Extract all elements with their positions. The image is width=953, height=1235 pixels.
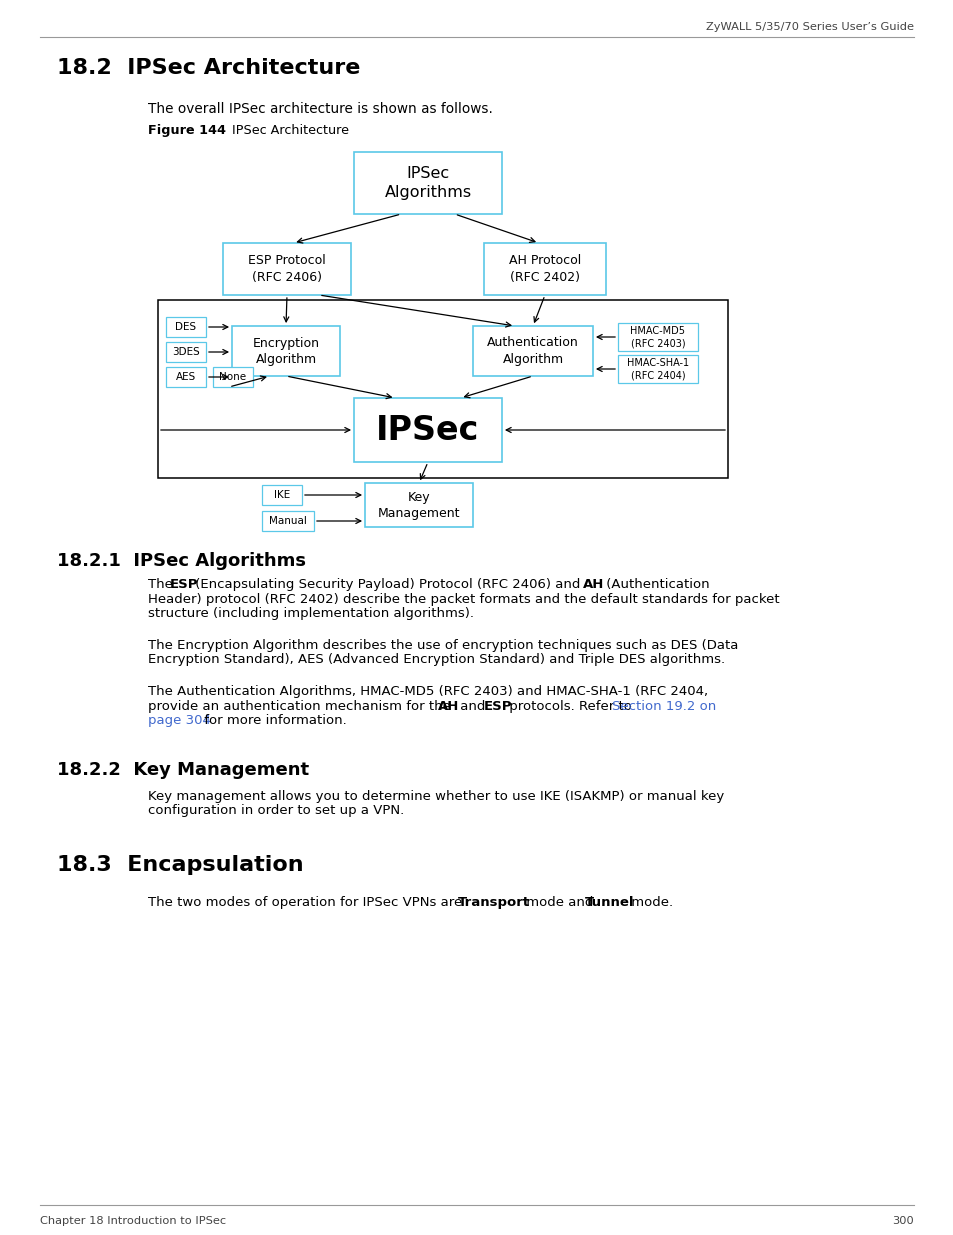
Text: Figure 144: Figure 144	[148, 124, 226, 137]
Text: AH: AH	[582, 578, 604, 592]
FancyBboxPatch shape	[354, 398, 501, 462]
Text: HMAC-MD5
(RFC 2403): HMAC-MD5 (RFC 2403)	[630, 326, 685, 348]
Text: 18.2.2  Key Management: 18.2.2 Key Management	[57, 761, 309, 779]
Text: AH: AH	[437, 700, 459, 713]
Text: (Authentication: (Authentication	[601, 578, 709, 592]
Text: ESP: ESP	[170, 578, 198, 592]
Text: Key management allows you to determine whether to use IKE (ISAKMP) or manual key: Key management allows you to determine w…	[148, 789, 723, 803]
Text: The Encryption Algorithm describes the use of encryption techniques such as DES : The Encryption Algorithm describes the u…	[148, 638, 738, 652]
Text: The two modes of operation for IPSec VPNs are: The two modes of operation for IPSec VPN…	[148, 895, 466, 909]
Text: The overall IPSec architecture is shown as follows.: The overall IPSec architecture is shown …	[148, 103, 493, 116]
Text: The Authentication Algorithms, HMAC-MD5 (RFC 2403) and HMAC-SHA-1 (RFC 2404,: The Authentication Algorithms, HMAC-MD5 …	[148, 685, 707, 698]
Text: IPSec: IPSec	[375, 414, 479, 447]
Text: and: and	[456, 700, 489, 713]
FancyBboxPatch shape	[166, 317, 206, 337]
Text: Encryption
Algorithm: Encryption Algorithm	[253, 336, 319, 366]
Text: page 304: page 304	[148, 714, 211, 727]
FancyBboxPatch shape	[166, 342, 206, 362]
Text: Header) protocol (RFC 2402) describe the packet formats and the default standard: Header) protocol (RFC 2402) describe the…	[148, 593, 779, 605]
Text: HMAC-SHA-1
(RFC 2404): HMAC-SHA-1 (RFC 2404)	[626, 358, 688, 380]
FancyBboxPatch shape	[365, 483, 473, 527]
Text: Manual: Manual	[269, 516, 307, 526]
FancyBboxPatch shape	[166, 367, 206, 387]
Text: ESP Protocol
(RFC 2406): ESP Protocol (RFC 2406)	[248, 254, 326, 284]
Text: Section 19.2 on: Section 19.2 on	[612, 700, 716, 713]
Text: 18.3  Encapsulation: 18.3 Encapsulation	[57, 855, 303, 874]
Text: IPSec
Algorithms: IPSec Algorithms	[384, 167, 471, 200]
FancyBboxPatch shape	[262, 485, 302, 505]
FancyBboxPatch shape	[223, 243, 351, 295]
Text: AH Protocol
(RFC 2402): AH Protocol (RFC 2402)	[508, 254, 580, 284]
Text: (Encapsulating Security Payload) Protocol (RFC 2406) and: (Encapsulating Security Payload) Protoco…	[191, 578, 584, 592]
Text: Authentication
Algorithm: Authentication Algorithm	[487, 336, 578, 366]
Text: ZyWALL 5/35/70 Series User’s Guide: ZyWALL 5/35/70 Series User’s Guide	[705, 22, 913, 32]
Text: IKE: IKE	[274, 490, 290, 500]
Text: 300: 300	[891, 1216, 913, 1226]
FancyBboxPatch shape	[618, 354, 698, 383]
Text: ESP: ESP	[483, 700, 512, 713]
Text: protocols. Refer to: protocols. Refer to	[504, 700, 636, 713]
FancyBboxPatch shape	[262, 511, 314, 531]
Text: The: The	[148, 578, 177, 592]
FancyBboxPatch shape	[473, 326, 593, 375]
Text: AES: AES	[175, 372, 196, 382]
Text: Key
Management: Key Management	[377, 490, 459, 520]
Text: DES: DES	[175, 322, 196, 332]
Text: None: None	[219, 372, 246, 382]
Text: structure (including implementation algorithms).: structure (including implementation algo…	[148, 606, 474, 620]
Text: IPSec Architecture: IPSec Architecture	[220, 124, 349, 137]
Bar	[158, 300, 727, 478]
FancyBboxPatch shape	[213, 367, 253, 387]
Text: mode.: mode.	[626, 895, 673, 909]
Text: Transport: Transport	[457, 895, 530, 909]
Text: for more information.: for more information.	[200, 714, 346, 727]
FancyBboxPatch shape	[618, 324, 698, 351]
Text: mode and: mode and	[521, 895, 597, 909]
Text: 18.2.1  IPSec Algorithms: 18.2.1 IPSec Algorithms	[57, 552, 306, 571]
Text: Encryption Standard), AES (Advanced Encryption Standard) and Triple DES algorith: Encryption Standard), AES (Advanced Encr…	[148, 653, 724, 667]
Text: 18.2  IPSec Architecture: 18.2 IPSec Architecture	[57, 58, 360, 78]
FancyBboxPatch shape	[483, 243, 605, 295]
Text: Chapter 18 Introduction to IPSec: Chapter 18 Introduction to IPSec	[40, 1216, 226, 1226]
Text: provide an authentication mechanism for the: provide an authentication mechanism for …	[148, 700, 455, 713]
FancyBboxPatch shape	[232, 326, 339, 375]
FancyBboxPatch shape	[354, 152, 501, 214]
Text: configuration in order to set up a VPN.: configuration in order to set up a VPN.	[148, 804, 404, 818]
Text: Tunnel: Tunnel	[584, 895, 634, 909]
Text: 3DES: 3DES	[172, 347, 200, 357]
